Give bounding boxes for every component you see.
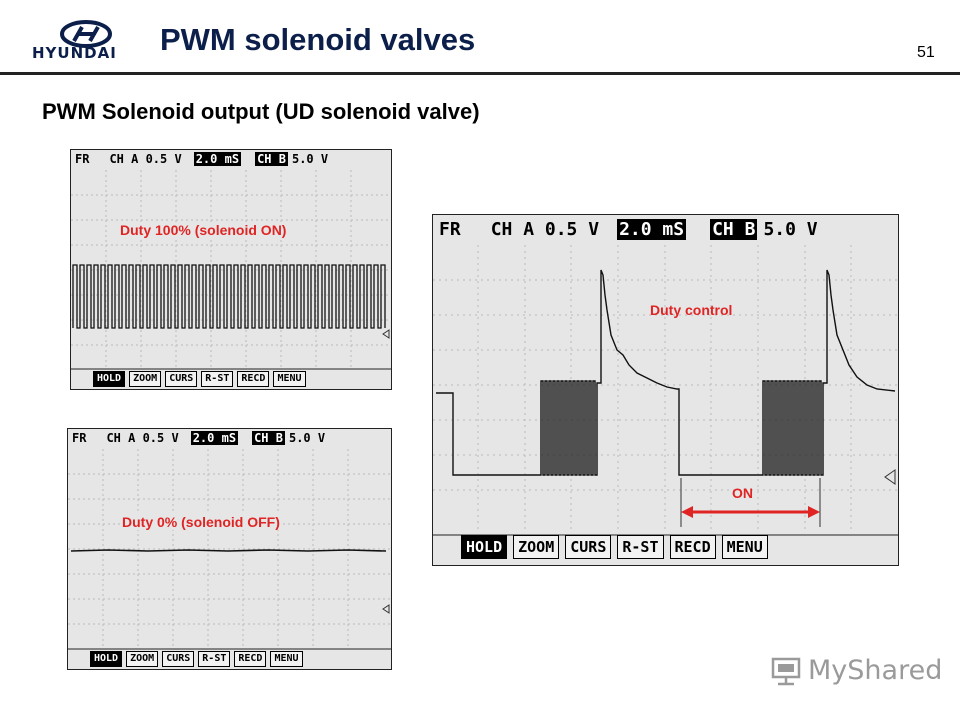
duty-control-label: Duty control bbox=[650, 302, 733, 318]
timebase-label: 2.0 mS bbox=[190, 431, 239, 445]
watermark: MyShared bbox=[770, 655, 942, 686]
fr-label: FR bbox=[75, 152, 90, 166]
duty-100-label: Duty 100% (solenoid ON) bbox=[120, 222, 287, 238]
zoom-button[interactable]: ZOOM bbox=[513, 535, 560, 559]
hold-button[interactable]: HOLD bbox=[461, 535, 508, 559]
zoom-button[interactable]: ZOOM bbox=[126, 651, 159, 667]
scope-buttons: HOLD ZOOM CURS R-ST RECD MENU bbox=[433, 535, 898, 559]
curs-button[interactable]: CURS bbox=[162, 651, 195, 667]
ch-b-label: CH B bbox=[255, 152, 288, 166]
curs-button[interactable]: CURS bbox=[565, 535, 612, 559]
hold-button[interactable]: HOLD bbox=[90, 651, 123, 667]
scope-grid-3 bbox=[433, 245, 898, 536]
ch-a-label: CH A 0.5 V bbox=[106, 431, 179, 445]
menu-button[interactable]: MENU bbox=[273, 371, 306, 387]
ch-b-value: 5.0 V bbox=[288, 431, 326, 445]
subtitle: PWM Solenoid output (UD solenoid valve) bbox=[42, 99, 480, 124]
fr-label: FR bbox=[439, 218, 461, 240]
menu-button[interactable]: MENU bbox=[721, 535, 768, 559]
scope-buttons: HOLD ZOOM CURS R-ST RECD MENU bbox=[71, 371, 391, 387]
scope-header: FR CH A 0.5 V 2.0 mS CH B 5.0 V bbox=[68, 429, 391, 447]
scope-grid-1 bbox=[71, 170, 391, 370]
rst-button[interactable]: R-ST bbox=[617, 535, 664, 559]
presentation-icon bbox=[771, 657, 801, 685]
scope-duty-control: FR CH A 0.5 V 2.0 mS CH B 5.0 V HOLD ZOO… bbox=[432, 214, 899, 566]
ch-a-label: CH A 0.5 V bbox=[109, 152, 182, 166]
recd-button[interactable]: RECD bbox=[234, 651, 267, 667]
header-rule bbox=[0, 72, 960, 75]
logo-text: HYUNDAI bbox=[32, 44, 117, 62]
scope-buttons: HOLD ZOOM CURS R-ST RECD MENU bbox=[68, 651, 391, 667]
ch-b-value: 5.0 V bbox=[291, 152, 329, 166]
recd-button[interactable]: RECD bbox=[237, 371, 270, 387]
curs-button[interactable]: CURS bbox=[165, 371, 198, 387]
ch-b-label: CH B bbox=[252, 431, 285, 445]
ch-b-label: CH B bbox=[710, 218, 758, 240]
ch-a-label: CH A 0.5 V bbox=[490, 218, 600, 240]
scope-duty-0: FR CH A 0.5 V 2.0 mS CH B 5.0 V HOLD ZOO… bbox=[67, 428, 392, 670]
page-number: 51 bbox=[917, 44, 935, 61]
menu-button[interactable]: MENU bbox=[270, 651, 303, 667]
scope-grid-2 bbox=[68, 449, 391, 650]
watermark-text: MyShared bbox=[808, 655, 943, 686]
page-title: PWM solenoid valves bbox=[160, 22, 476, 57]
rst-button[interactable]: R-ST bbox=[198, 651, 231, 667]
scope-header: FR CH A 0.5 V 2.0 mS CH B 5.0 V bbox=[433, 215, 898, 243]
hyundai-logo bbox=[60, 20, 112, 48]
duty-0-label: Duty 0% (solenoid OFF) bbox=[122, 514, 280, 530]
ch-b-value: 5.0 V bbox=[763, 218, 818, 240]
hold-button[interactable]: HOLD bbox=[93, 371, 126, 387]
timebase-label: 2.0 mS bbox=[193, 152, 242, 166]
recd-button[interactable]: RECD bbox=[669, 535, 716, 559]
zoom-button[interactable]: ZOOM bbox=[129, 371, 162, 387]
scope-header: FR CH A 0.5 V 2.0 mS CH B 5.0 V bbox=[71, 150, 391, 168]
on-label: ON bbox=[732, 485, 753, 501]
rst-button[interactable]: R-ST bbox=[201, 371, 234, 387]
fr-label: FR bbox=[72, 431, 87, 445]
timebase-label: 2.0 mS bbox=[617, 218, 687, 240]
scope-duty-100: FR CH A 0.5 V 2.0 mS CH B 5.0 V HOLD ZOO… bbox=[70, 149, 392, 390]
